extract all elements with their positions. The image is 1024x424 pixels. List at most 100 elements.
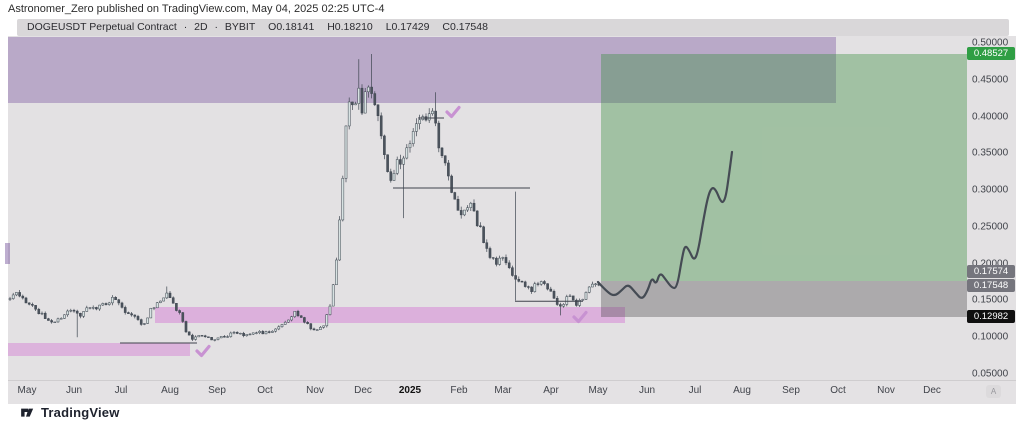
candle-down	[447, 162, 450, 177]
candle-up	[357, 87, 361, 104]
candle-down	[351, 101, 354, 106]
price-badge: 0.17548	[967, 278, 1015, 292]
candle-down	[207, 336, 210, 338]
candle-up	[15, 292, 18, 296]
price-label: 0.15000	[972, 294, 1009, 306]
candle-down	[95, 307, 98, 310]
time-axis-label: Jun	[65, 385, 83, 396]
candle-up	[562, 304, 565, 307]
candle-down	[309, 323, 313, 330]
candle-down	[485, 242, 489, 249]
checkmark-icon	[572, 310, 588, 324]
time-axis-label: Jun	[638, 385, 656, 396]
candle-down	[18, 292, 21, 297]
candle-up	[347, 101, 351, 127]
candle-down	[456, 198, 460, 211]
chart-pane[interactable]	[8, 36, 1016, 403]
supply-zone-top	[8, 37, 836, 103]
time-axis-label: 2025	[398, 385, 422, 396]
time-axis-label: Oct	[830, 385, 846, 396]
candle-down	[373, 93, 377, 106]
candle-up	[565, 296, 569, 305]
time-axis-label: Nov	[306, 385, 324, 396]
candle-up	[219, 336, 223, 339]
candle-up	[287, 319, 290, 323]
candle-down	[21, 295, 25, 299]
auto-scale-button[interactable]: A	[986, 385, 1001, 398]
candle-down	[120, 302, 124, 308]
ohlc-open: O0.18141	[268, 21, 315, 33]
candle-up	[245, 334, 249, 336]
candle-up	[88, 307, 92, 309]
candle-down	[517, 278, 521, 282]
candle-down	[495, 257, 498, 265]
price-label: 0.35000	[972, 147, 1009, 159]
candle-up	[418, 119, 421, 124]
candle-up	[82, 311, 85, 317]
candle-down	[191, 334, 194, 340]
candle-down	[139, 319, 143, 325]
candle-down	[370, 86, 373, 94]
candle-up	[290, 316, 293, 321]
candle-down	[303, 317, 306, 323]
candle-down	[459, 210, 463, 216]
candle-up	[98, 304, 101, 310]
tradingview-logo[interactable]: TradingView	[20, 404, 120, 420]
candle-down	[261, 331, 265, 335]
candle-up	[469, 202, 473, 208]
candle-down	[133, 314, 137, 317]
candle-down	[434, 110, 437, 124]
candle-up	[392, 173, 396, 181]
candle-down	[386, 154, 389, 172]
candle-down	[171, 297, 175, 304]
candle-up	[56, 318, 60, 323]
candle-up	[91, 307, 95, 309]
candle-up	[216, 337, 220, 340]
candle-up	[594, 283, 597, 285]
candle-up	[143, 323, 146, 325]
candle-up	[213, 339, 217, 341]
candle-down	[488, 248, 492, 258]
candle-down	[546, 283, 549, 290]
candle-up	[149, 308, 153, 319]
candle-up	[162, 297, 165, 302]
attribution-text: Astronomer_Zero published on TradingView…	[8, 3, 385, 15]
candle-down	[47, 318, 50, 321]
candle-down	[235, 331, 239, 334]
candle-up	[466, 207, 469, 211]
candle-up	[578, 299, 581, 306]
candle-up	[101, 303, 105, 306]
candle-down	[575, 299, 578, 306]
separator: ·	[183, 21, 188, 33]
candle-up	[354, 103, 357, 106]
candle-up	[59, 318, 63, 320]
candle-up	[335, 259, 338, 286]
candle-up	[415, 123, 418, 132]
candle-up	[427, 113, 431, 121]
candle-down	[104, 303, 108, 305]
candle-down	[242, 332, 245, 336]
candle-up	[107, 302, 111, 305]
candle-up	[344, 125, 348, 179]
ohlc-high: H0.18210	[327, 21, 373, 33]
candle-down	[136, 316, 140, 320]
candle-down	[514, 275, 517, 280]
candle-down	[43, 312, 47, 319]
candle-up	[315, 329, 319, 331]
candle-up	[8, 298, 12, 300]
projection-zone-green	[601, 54, 967, 281]
time-axis-label: May	[588, 385, 608, 396]
candle-down	[178, 310, 181, 313]
candle-up	[194, 336, 197, 340]
candle-up	[258, 331, 261, 334]
candle-down	[27, 302, 31, 305]
symbol-name: DOGEUSDT Perpetual Contract	[27, 21, 177, 33]
checkmark-icon	[195, 344, 211, 358]
candle-down	[312, 328, 316, 331]
time-axis-label: Dec	[354, 385, 372, 396]
candle-up	[395, 159, 399, 174]
candle-up	[165, 292, 169, 299]
time-axis[interactable]: May Jun Jul Aug Sep Oct Nov Dec 2025 Feb Mar Apr May…	[8, 380, 1016, 404]
brand-name: TradingView	[41, 404, 120, 420]
